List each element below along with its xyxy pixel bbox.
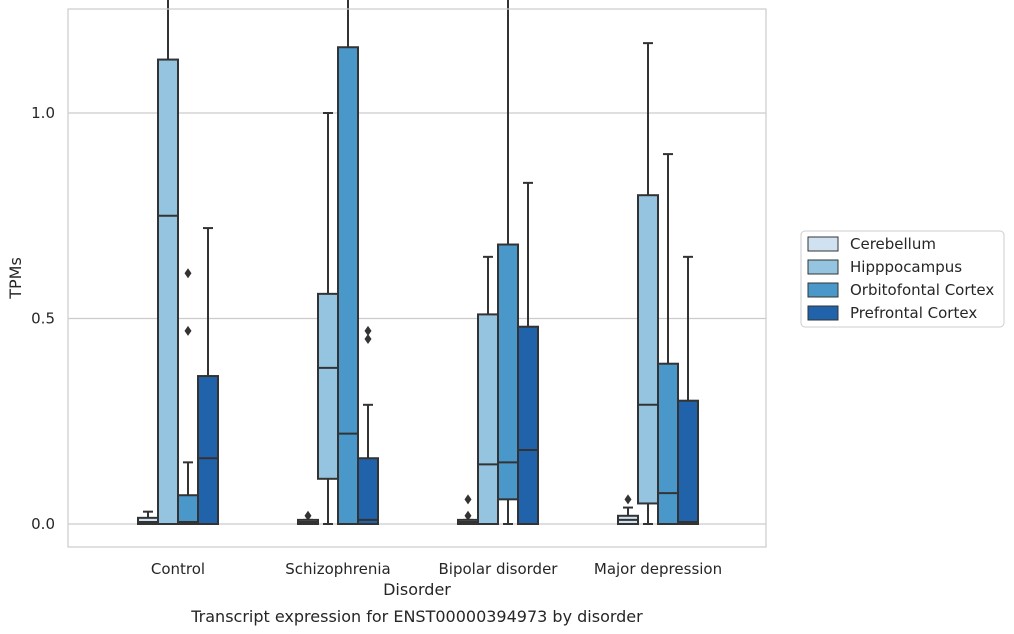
box-prefrontal-cortex (197, 227, 219, 526)
box-hipppocampus (637, 42, 659, 525)
box-cerebellum (617, 494, 639, 526)
outlier-point (364, 325, 372, 336)
y-tick-label: 1.0 (31, 104, 55, 122)
outlier-point (184, 268, 192, 279)
box-cerebellum (457, 494, 479, 526)
legend-swatch (807, 305, 839, 321)
outlier-point (464, 494, 472, 505)
box-prefrontal-cortex (677, 255, 699, 526)
box-iqr (677, 399, 699, 526)
box-hipppocampus (477, 255, 499, 526)
legend-frame (800, 230, 1005, 328)
box-iqr (497, 243, 519, 501)
chart-caption: Transcript expression for ENST0000039497… (190, 607, 643, 626)
x-tick-label: Control (151, 560, 205, 578)
box-prefrontal-cortex (517, 181, 539, 525)
x-tick-label: Schizophrenia (285, 560, 390, 578)
legend-label: Prefrontal Cortex (850, 304, 977, 322)
box-iqr (197, 375, 219, 526)
legend-swatch (807, 282, 839, 298)
box-orbitofontal-cortex (177, 268, 199, 526)
box-hipppocampus (157, 0, 179, 525)
box-iqr (337, 46, 359, 526)
box-iqr (177, 494, 199, 526)
box-orbitofontal-cortex (497, 0, 519, 525)
outlier-point (184, 325, 192, 336)
box-cerebellum (297, 510, 319, 526)
box-orbitofontal-cortex (657, 153, 679, 525)
box-iqr (657, 362, 679, 525)
legend-swatch (807, 259, 839, 275)
y-tick-label: 0.0 (31, 515, 55, 533)
x-axis-label: Disorder (383, 580, 451, 599)
legend-swatch (807, 236, 839, 252)
y-axis-label: TPMs (6, 257, 25, 300)
outlier-point (364, 334, 372, 345)
x-tick-label: Bipolar disorder (439, 560, 559, 578)
box-iqr (157, 58, 179, 525)
box-iqr (317, 292, 339, 480)
y-tick-label: 0.5 (31, 310, 55, 328)
legend: Cerebellum Hipppocampus Orbitofontal Corte… (800, 230, 1005, 328)
outlier-point (304, 510, 312, 521)
plot-frame (67, 8, 767, 548)
legend-label: Hipppocampus (850, 258, 962, 276)
box-series (137, 0, 699, 526)
box-iqr (477, 313, 499, 526)
x-tick-labels: Control Schizophrenia Bipolar disorder Majo… (151, 560, 722, 578)
legend-label: Cerebellum (850, 235, 936, 253)
box-orbitofontal-cortex (337, 0, 359, 526)
x-tick-label: Major depression (594, 560, 722, 578)
legend-items: Cerebellum Hipppocampus Orbitofontal Corte… (807, 235, 994, 322)
box-iqr (637, 194, 659, 505)
box-iqr (517, 325, 539, 525)
box-prefrontal-cortex (357, 325, 379, 525)
outlier-point (464, 510, 472, 521)
outlier-point (624, 494, 632, 505)
y-tick-labels: 0.00.51.01.52.0 (31, 104, 55, 533)
legend-label: Orbitofontal Cortex (850, 281, 994, 299)
box-iqr (357, 457, 379, 525)
box-iqr (137, 516, 159, 526)
